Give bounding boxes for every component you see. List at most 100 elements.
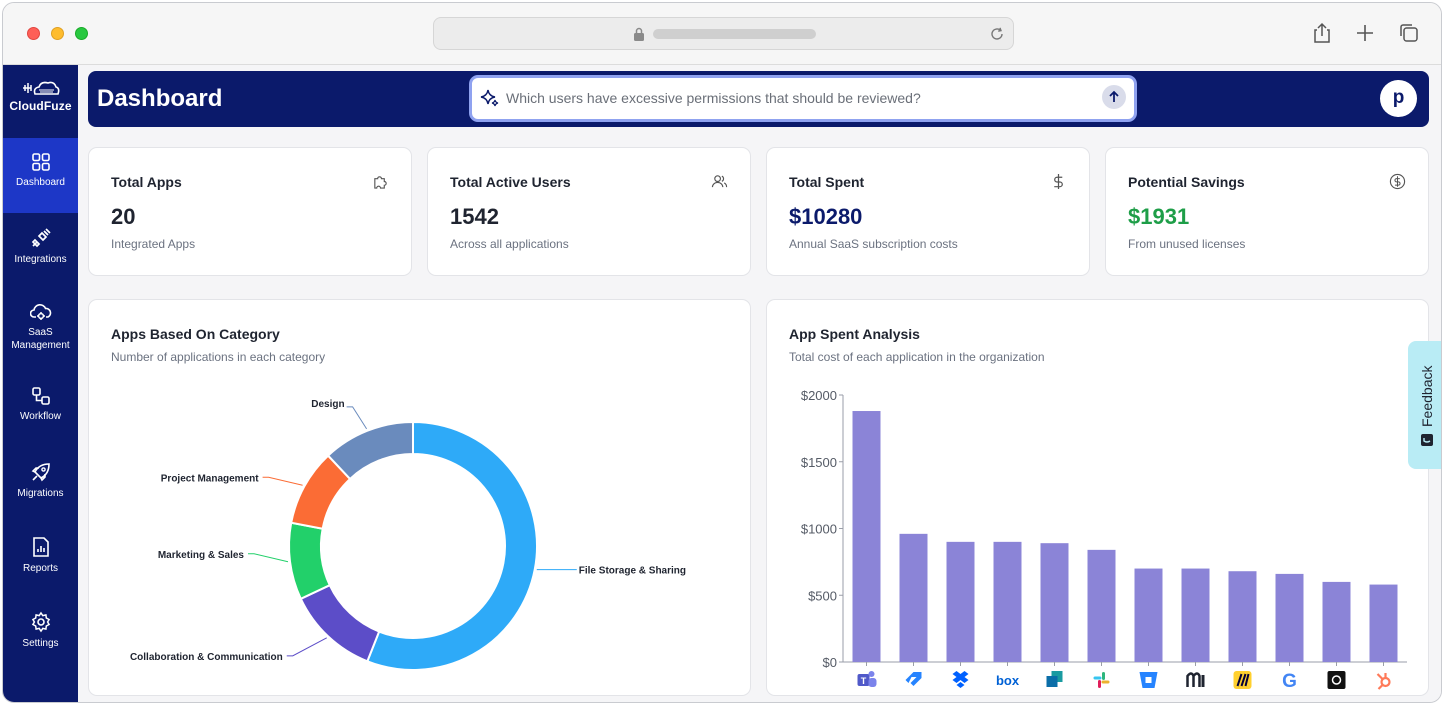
browser-titlebar: [3, 3, 1441, 65]
cloudfuze-logo-icon: [22, 81, 59, 95]
brand-logo: CloudFuze: [3, 79, 78, 113]
page-header: Dashboard p: [88, 71, 1429, 127]
y-tick-label: $2000: [801, 388, 837, 403]
bar[interactable]: [852, 411, 881, 662]
donut-leader-line: [286, 637, 327, 657]
y-tick-label: $1500: [801, 455, 837, 470]
panel-subtitle: Number of applications in each category: [111, 350, 326, 364]
bar[interactable]: [1228, 571, 1257, 662]
stat-value: 1542: [450, 204, 499, 229]
send-button[interactable]: [1102, 85, 1126, 109]
dollar-circle-icon: [1389, 173, 1406, 190]
donut-leader-line: [247, 553, 289, 563]
stat-card-active-users: Total Active Users 1542 Across all appli…: [427, 147, 751, 276]
donut-slice-label: Design: [311, 399, 344, 410]
apps-by-category-panel: Apps Based On Category Number of applica…: [88, 299, 751, 696]
bar[interactable]: [1275, 573, 1304, 662]
teams-icon: T: [857, 671, 877, 687]
stat-title: Potential Savings: [1128, 174, 1245, 190]
panel-subtitle: Total cost of each application in the or…: [789, 350, 1045, 364]
donut-slice[interactable]: [366, 420, 538, 671]
ai-search-box[interactable]: [469, 75, 1137, 122]
donut-slice-label: Collaboration & Communication: [130, 652, 283, 663]
hubspot-icon: [1376, 673, 1391, 690]
sidebar-item-migrations[interactable]: Migrations: [3, 447, 78, 522]
stat-value: $1931: [1128, 204, 1190, 229]
sidebar-item-label: Migrations: [17, 488, 64, 499]
svg-text:G: G: [1282, 671, 1297, 692]
user-avatar[interactable]: p: [1380, 80, 1417, 117]
stat-card-total-spent: Total Spent $10280 Annual SaaS subscript…: [766, 147, 1090, 276]
miro-icon: [1233, 671, 1252, 689]
sidebar-item-integrations[interactable]: Integrations: [3, 213, 78, 288]
google-icon: G: [1282, 671, 1297, 692]
y-tick-label: $500: [808, 588, 837, 603]
box-icon: box: [996, 673, 1020, 688]
address-bar[interactable]: [433, 17, 1014, 50]
sidebar-item-reports[interactable]: Reports: [3, 522, 78, 597]
workflow-icon: [31, 387, 50, 405]
panel-title: Apps Based On Category: [111, 326, 280, 342]
y-tick-label: $1000: [801, 522, 837, 537]
sidebar-item-saas-management[interactable]: SaaS Management: [3, 288, 78, 372]
cloud-gear-icon: [29, 304, 51, 320]
gear-icon: [31, 611, 50, 633]
stat-title: Total Apps: [111, 174, 182, 190]
bar[interactable]: [1181, 568, 1210, 662]
feedback-label: Feedback: [1419, 365, 1435, 427]
sidebar-item-workflow[interactable]: Workflow: [3, 372, 78, 447]
donut-slice[interactable]: [299, 583, 381, 663]
new-tab-icon[interactable]: [1353, 21, 1377, 45]
stat-subtitle: Integrated Apps: [111, 237, 196, 251]
stat-card-potential-savings: Potential Savings $1931 From unused lice…: [1105, 147, 1429, 276]
reload-icon[interactable]: [989, 26, 1005, 42]
grid-icon: [31, 153, 50, 171]
brand-name: CloudFuze: [9, 99, 72, 113]
rocket-icon: [31, 463, 50, 482]
bar[interactable]: [1134, 568, 1163, 662]
bar[interactable]: [1369, 584, 1398, 662]
donut-slice-label: Marketing & Sales: [158, 550, 245, 561]
bar[interactable]: [1087, 549, 1116, 662]
lock-icon: [634, 27, 644, 41]
close-window-button[interactable]: [27, 27, 40, 40]
sidebar-item-label: SaaS Management: [11, 327, 70, 351]
share-icon[interactable]: [1310, 21, 1334, 45]
bitbucket-icon: [1139, 672, 1158, 688]
sidebar: CloudFuze Dashboard Integrations: [3, 65, 78, 702]
donut-slice[interactable]: [288, 521, 332, 601]
sidebar-item-label: Settings: [22, 638, 59, 649]
dollar-icon: [1054, 173, 1063, 190]
y-tick-label: $0: [823, 655, 837, 670]
minimize-window-button[interactable]: [51, 27, 64, 40]
donut-slice-label: File Storage & Sharing: [579, 566, 686, 577]
bar[interactable]: [946, 541, 975, 662]
bar[interactable]: [899, 533, 928, 662]
donut-slice[interactable]: [326, 420, 414, 481]
stat-subtitle: Across all applications: [450, 237, 569, 251]
sparkle-icon: [480, 89, 499, 107]
plug-icon: [31, 228, 51, 248]
sidebar-item-dashboard[interactable]: Dashboard: [3, 138, 78, 213]
bar[interactable]: [1040, 543, 1069, 662]
app-spent-bar-chart: $0 $500 $1000 $1500 $2000 T box G: [801, 388, 1407, 692]
app-spent-panel: App Spent Analysis Total cost of each ap…: [766, 299, 1429, 696]
stat-card-total-apps: Total Apps 20 Integrated Apps: [88, 147, 412, 276]
bar[interactable]: [1322, 581, 1351, 662]
tab-overview-icon[interactable]: [1397, 21, 1421, 45]
maximize-window-button[interactable]: [75, 27, 88, 40]
donut-slice-label: Project Management: [161, 473, 259, 484]
main-content: Dashboard p Total Apps 20: [78, 65, 1441, 702]
sidebar-item-settings[interactable]: Settings: [3, 597, 78, 672]
stat-title: Total Spent: [789, 174, 865, 190]
ai-search-input[interactable]: [506, 87, 1086, 109]
bar[interactable]: [993, 541, 1022, 662]
feedback-tab[interactable]: Feedback: [1408, 341, 1441, 469]
url-text: [653, 29, 816, 39]
page-title: Dashboard: [97, 85, 223, 112]
monday-icon: [1186, 672, 1205, 687]
svg-text:T: T: [861, 676, 867, 686]
donut-leader-line: [346, 406, 368, 430]
puzzle-icon: [374, 176, 387, 189]
